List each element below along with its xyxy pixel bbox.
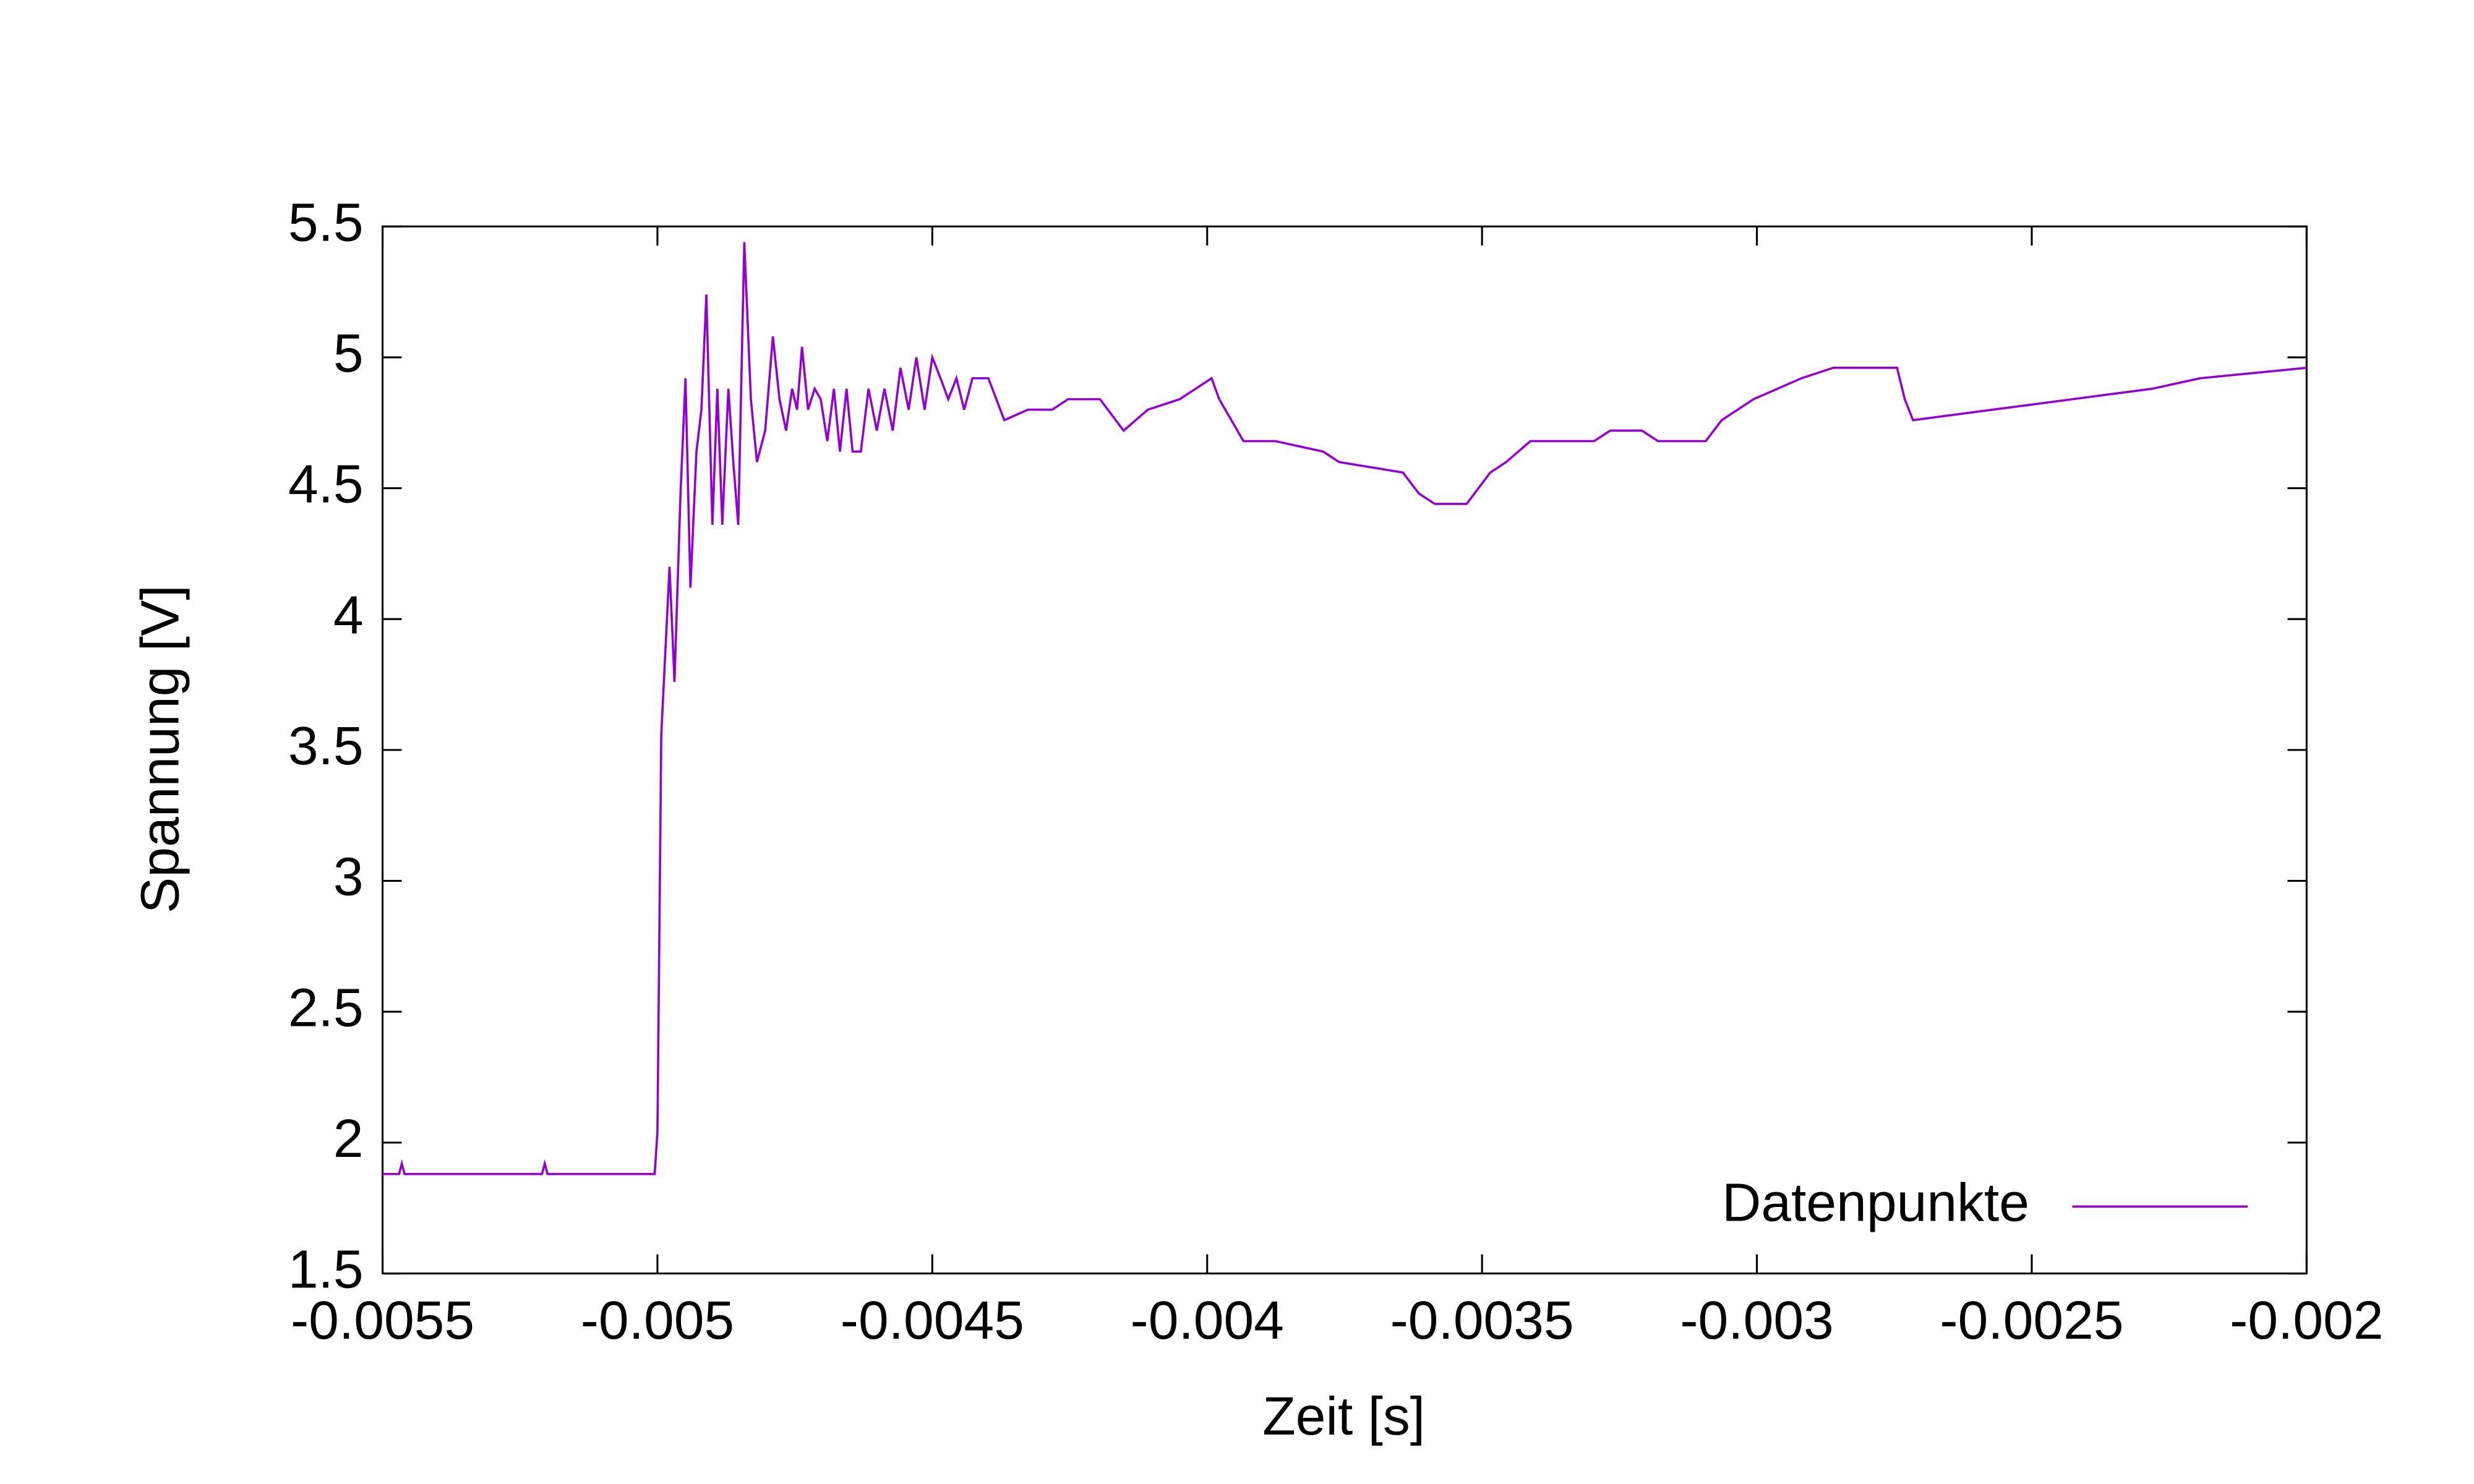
y-axis-label: Spannung [V] bbox=[130, 585, 190, 913]
x-tick-label: -0.002 bbox=[2230, 1290, 2383, 1350]
y-tick-label: 3.5 bbox=[288, 715, 364, 776]
legend-label: Datenpunkte bbox=[1722, 1172, 2029, 1232]
y-tick-label: 3 bbox=[333, 846, 364, 907]
plot-frame bbox=[382, 225, 2308, 1275]
x-tick-label: -0.005 bbox=[581, 1290, 734, 1350]
data-line bbox=[382, 242, 2307, 1175]
x-tick-label: -0.004 bbox=[1131, 1290, 1284, 1350]
x-tick-label: -0.0025 bbox=[1940, 1290, 2123, 1350]
y-tick-label: 1.5 bbox=[288, 1239, 364, 1300]
x-tick-label: -0.0035 bbox=[1390, 1290, 1574, 1350]
y-tick-label: 5 bbox=[333, 323, 364, 383]
x-tick-label: -0.0055 bbox=[291, 1290, 474, 1350]
x-tick-label: -0.003 bbox=[1680, 1290, 1833, 1350]
y-tick-label: 4 bbox=[333, 584, 364, 645]
y-tick-label: 4.5 bbox=[288, 454, 364, 514]
x-tick-label: -0.0045 bbox=[841, 1290, 1024, 1350]
x-axis-label: Zeit [s] bbox=[1262, 1386, 1425, 1446]
y-tick-label: 5.5 bbox=[288, 192, 364, 252]
y-tick-label: 2 bbox=[333, 1108, 364, 1169]
y-tick-label: 2.5 bbox=[288, 977, 364, 1038]
